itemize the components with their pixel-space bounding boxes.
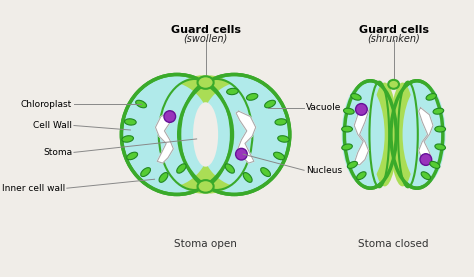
Ellipse shape bbox=[433, 108, 444, 114]
Text: (shrunken): (shrunken) bbox=[367, 33, 420, 43]
Ellipse shape bbox=[278, 136, 289, 142]
Ellipse shape bbox=[342, 126, 353, 132]
Ellipse shape bbox=[390, 83, 415, 186]
Polygon shape bbox=[236, 111, 256, 163]
Text: Chloroplast: Chloroplast bbox=[21, 99, 72, 109]
Ellipse shape bbox=[141, 168, 150, 176]
Ellipse shape bbox=[273, 152, 284, 160]
Text: Nucleus: Nucleus bbox=[306, 166, 342, 175]
Ellipse shape bbox=[430, 161, 440, 168]
Ellipse shape bbox=[372, 83, 397, 186]
Ellipse shape bbox=[421, 172, 430, 179]
Ellipse shape bbox=[435, 144, 446, 150]
Ellipse shape bbox=[227, 88, 238, 95]
Ellipse shape bbox=[345, 81, 396, 188]
Ellipse shape bbox=[159, 173, 168, 182]
Ellipse shape bbox=[127, 152, 137, 160]
Ellipse shape bbox=[193, 102, 218, 167]
Ellipse shape bbox=[198, 180, 214, 193]
Ellipse shape bbox=[356, 172, 366, 179]
Ellipse shape bbox=[391, 81, 443, 188]
Text: Guard cells: Guard cells bbox=[359, 25, 428, 35]
Ellipse shape bbox=[261, 168, 271, 176]
Text: Inner cell wall: Inner cell wall bbox=[2, 184, 65, 193]
Polygon shape bbox=[354, 107, 369, 165]
Ellipse shape bbox=[243, 173, 252, 182]
Text: Stoma: Stoma bbox=[43, 148, 72, 157]
Text: (swollen): (swollen) bbox=[183, 33, 228, 43]
Ellipse shape bbox=[125, 119, 136, 125]
Ellipse shape bbox=[347, 161, 357, 168]
Ellipse shape bbox=[264, 100, 275, 108]
Text: Stoma open: Stoma open bbox=[174, 239, 237, 249]
Ellipse shape bbox=[167, 75, 251, 194]
Ellipse shape bbox=[160, 75, 244, 194]
Text: Cell Wall: Cell Wall bbox=[33, 121, 72, 130]
Ellipse shape bbox=[344, 108, 354, 114]
Text: Guard cells: Guard cells bbox=[171, 25, 241, 35]
Ellipse shape bbox=[199, 82, 288, 187]
Ellipse shape bbox=[236, 148, 247, 160]
Polygon shape bbox=[419, 107, 433, 165]
Ellipse shape bbox=[121, 75, 232, 194]
Ellipse shape bbox=[124, 82, 212, 187]
Ellipse shape bbox=[420, 154, 432, 165]
Ellipse shape bbox=[164, 111, 175, 122]
Ellipse shape bbox=[198, 76, 214, 89]
Ellipse shape bbox=[122, 136, 134, 142]
Ellipse shape bbox=[342, 84, 385, 184]
Ellipse shape bbox=[179, 75, 290, 194]
Ellipse shape bbox=[246, 93, 258, 100]
Ellipse shape bbox=[177, 164, 186, 173]
Ellipse shape bbox=[356, 104, 367, 115]
Text: Vacuole: Vacuole bbox=[306, 103, 341, 112]
Ellipse shape bbox=[225, 164, 235, 173]
Ellipse shape bbox=[342, 144, 352, 150]
Ellipse shape bbox=[435, 126, 446, 132]
Ellipse shape bbox=[275, 119, 287, 125]
Ellipse shape bbox=[402, 84, 446, 184]
Ellipse shape bbox=[351, 94, 361, 100]
Ellipse shape bbox=[426, 94, 437, 100]
Text: Stoma closed: Stoma closed bbox=[358, 239, 429, 249]
Ellipse shape bbox=[136, 100, 146, 108]
Polygon shape bbox=[155, 111, 175, 163]
Ellipse shape bbox=[388, 80, 399, 89]
